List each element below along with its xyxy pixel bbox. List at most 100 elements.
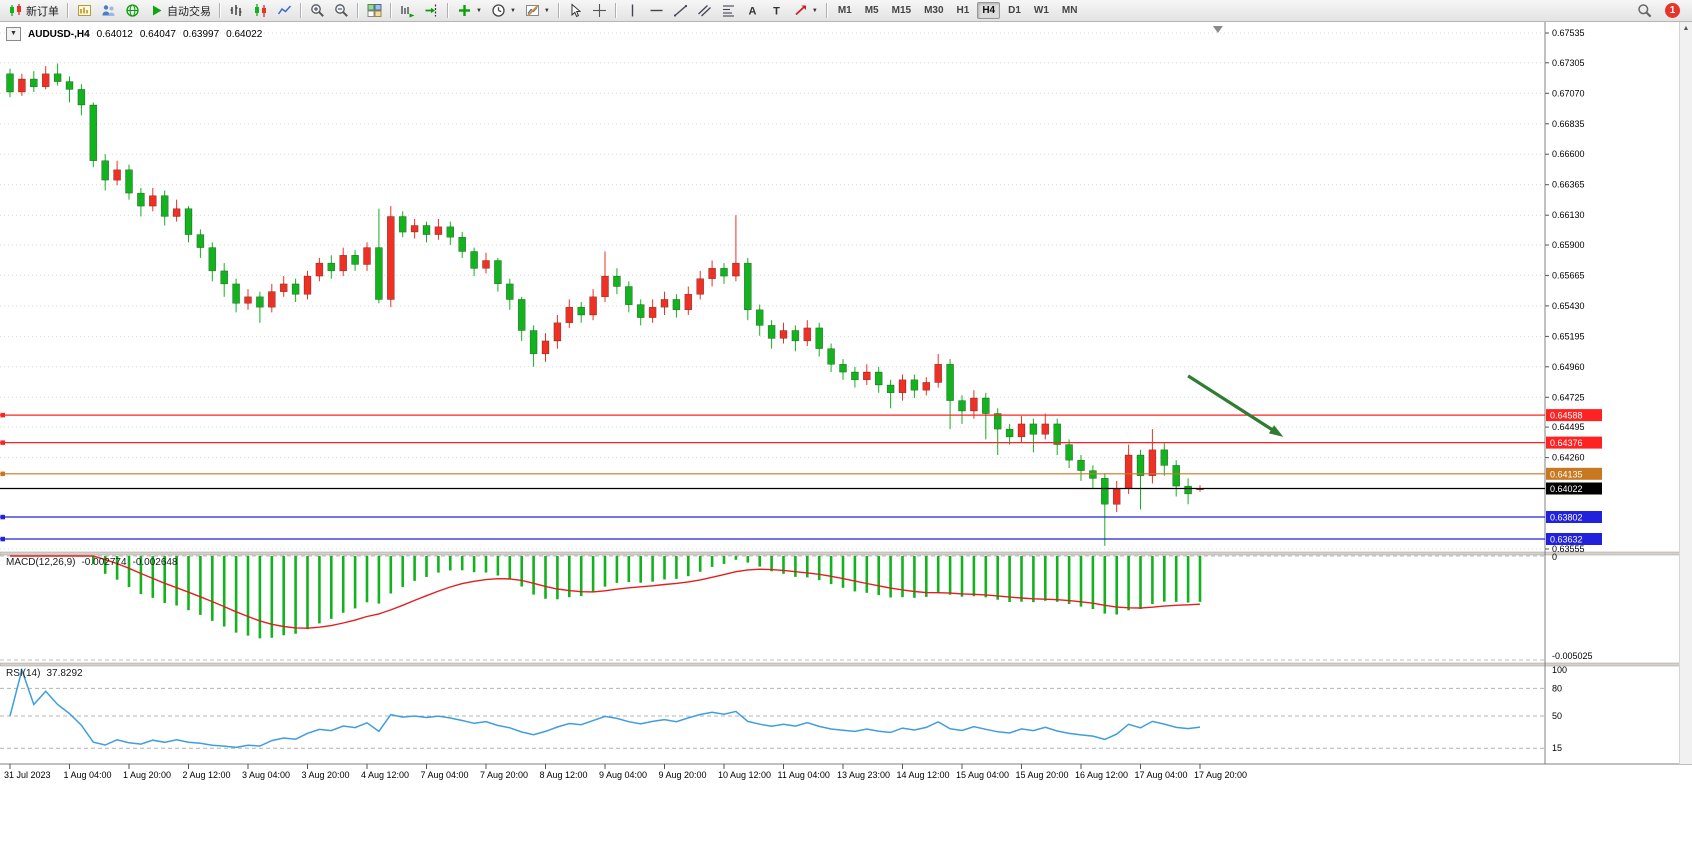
time-axis-label: 31 Jul 2023	[4, 770, 51, 780]
line-chart-button[interactable]	[273, 1, 296, 21]
arrows-button[interactable]: ▼	[789, 1, 822, 21]
time-axis-label: 14 Aug 12:00	[897, 770, 950, 780]
price-badge	[1546, 409, 1602, 422]
templates-icon	[525, 5, 539, 17]
candle-body	[720, 268, 728, 277]
candle-body	[982, 397, 990, 414]
candle-body	[529, 330, 538, 355]
candle-body	[196, 234, 205, 248]
candle-body	[458, 236, 466, 252]
crosshair-icon	[592, 4, 606, 17]
timeframe-M1[interactable]: M1	[837, 5, 852, 16]
macd-axis-label: 0	[1552, 552, 1557, 562]
notification-badge[interactable]: 1	[1665, 3, 1680, 18]
timeframe-D1[interactable]: D1	[1008, 5, 1021, 16]
rsi-axis-label: 15	[1552, 743, 1562, 753]
new-order-button[interactable]: 新订单	[4, 1, 63, 21]
trend-arrow-head[interactable]	[1268, 425, 1284, 437]
candle-body	[541, 340, 550, 355]
candle-body	[1112, 488, 1121, 505]
cursor-button[interactable]	[564, 1, 587, 21]
chart-shift-button[interactable]	[420, 1, 443, 21]
line-handle[interactable]	[0, 440, 6, 445]
fibonacci-button[interactable]	[717, 1, 740, 21]
community-button[interactable]	[121, 1, 144, 21]
autotrading-button[interactable]: 自动交易	[145, 1, 215, 21]
auto-scroll-button[interactable]	[396, 1, 419, 21]
candle-body	[863, 371, 871, 381]
timeframe-H4[interactable]: H4	[977, 2, 1001, 19]
line-handle[interactable]	[0, 514, 6, 520]
rsi-axis-label: 80	[1552, 683, 1562, 693]
one-click-trading-button[interactable]: ▼	[6, 27, 21, 41]
price-tick-label: 0.66835	[1552, 119, 1585, 129]
candle-body	[53, 73, 62, 82]
panel-splitter[interactable]	[0, 551, 1692, 556]
candle-body	[886, 384, 895, 394]
timeframe-M5[interactable]: M5	[864, 5, 879, 16]
price-axis: 0.67535 0.67305 0.67070 0.66835 0.66600 0.663…	[1545, 28, 1602, 753]
timeframe-MN[interactable]: MN	[1061, 5, 1078, 16]
candle-body	[113, 169, 121, 181]
macd-histogram	[92, 556, 1202, 639]
candle-body	[1029, 423, 1038, 435]
bar-chart-button[interactable]	[225, 1, 248, 21]
candle-body	[434, 226, 443, 235]
toolbar-separator	[390, 3, 392, 18]
vertical-line-button[interactable]	[621, 1, 644, 21]
candle-body	[1017, 423, 1026, 438]
timeframe-M15[interactable]: M15	[891, 5, 912, 16]
toolbar-separator	[300, 3, 302, 18]
search-button[interactable]	[1633, 1, 1656, 21]
svg-text:A: A	[748, 6, 756, 18]
indicators-button[interactable]: ▼	[453, 1, 486, 21]
panel-splitter[interactable]	[0, 662, 1692, 667]
timeframe-M30[interactable]: M30	[924, 5, 944, 16]
candle-body	[232, 283, 240, 304]
grid	[0, 32, 1545, 749]
label-button[interactable]: T	[765, 1, 788, 21]
candle-body	[589, 296, 597, 316]
svg-text:T: T	[773, 6, 780, 18]
price-badge	[1546, 436, 1602, 449]
candle-body	[470, 251, 478, 269]
templates-button[interactable]: ▼	[521, 1, 554, 21]
timeframe-W1[interactable]: W1	[1033, 5, 1049, 16]
new-chart-button[interactable]	[73, 1, 96, 21]
trend-arrow-annotation[interactable]	[1187, 374, 1278, 434]
trendline-button[interactable]	[669, 1, 692, 21]
zoom-in-button[interactable]	[306, 1, 329, 21]
toolbar-separator	[447, 3, 449, 18]
time-axis-label: 1 Aug 04:00	[64, 770, 112, 780]
candle-chart-button[interactable]	[249, 1, 272, 21]
candle-body	[874, 371, 883, 386]
rsi-axis-label: 50	[1552, 711, 1562, 721]
toolbar-separator	[357, 3, 359, 18]
tile-windows-button[interactable]	[363, 1, 386, 21]
candle-body	[482, 260, 490, 269]
timeframe-H1[interactable]: H1	[956, 5, 970, 16]
macd-axis-label: -0.005025	[1552, 651, 1593, 661]
text-button[interactable]: A	[741, 1, 764, 21]
line-handle[interactable]	[0, 536, 6, 542]
time-axis-label: 17 Aug 04:00	[1135, 770, 1188, 780]
candle-body	[803, 327, 812, 342]
time-axis-label: 17 Aug 20:00	[1194, 770, 1247, 780]
line-handle[interactable]	[0, 471, 6, 477]
play-icon	[153, 5, 162, 16]
candle-body	[268, 291, 276, 308]
time-axis-label: 9 Aug 04:00	[599, 770, 647, 780]
profiles-button[interactable]	[97, 1, 120, 21]
crosshair-button[interactable]	[588, 1, 611, 21]
horizontal-line-button[interactable]	[645, 1, 668, 21]
cursor-icon	[571, 3, 582, 18]
candle-body	[41, 73, 50, 88]
line-handle[interactable]	[0, 412, 6, 418]
periods-button[interactable]: ▼	[487, 1, 520, 21]
channel-button[interactable]	[693, 1, 716, 21]
candle-body	[494, 260, 502, 285]
vertical-scrollbar[interactable]: ▲	[1679, 22, 1692, 764]
candle-body	[970, 397, 978, 412]
zoom-out-button[interactable]	[330, 1, 353, 21]
